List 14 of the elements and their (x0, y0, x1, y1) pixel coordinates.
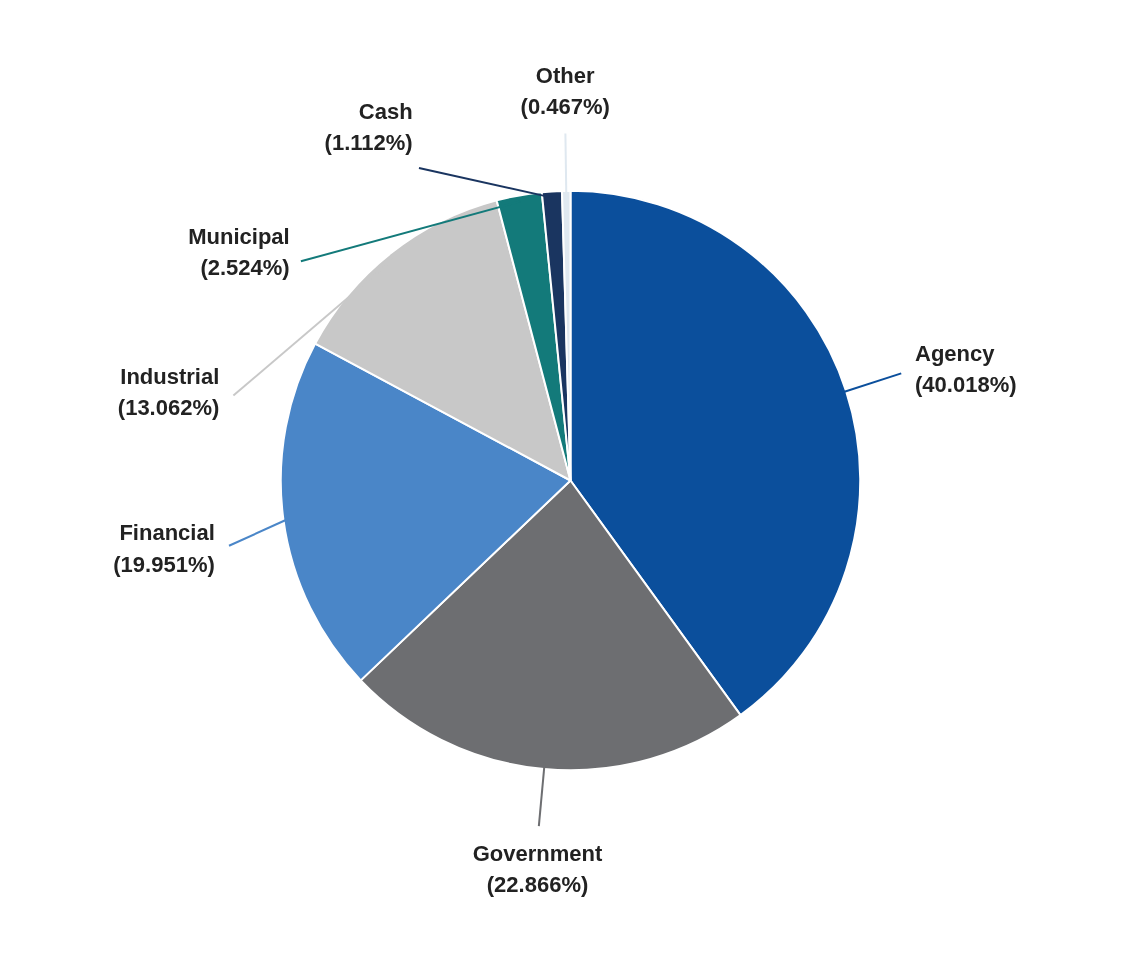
slice-label: Government (472, 840, 603, 866)
data-label: (2.524%) (200, 255, 290, 281)
slice-label: Agency (915, 340, 996, 366)
slice-label: Municipal (188, 224, 290, 250)
data-label: (1.112%) (324, 130, 413, 156)
data-label: (22.866%) (486, 871, 589, 897)
data-label: (19.951%) (113, 551, 215, 577)
data-label: (13.062%) (117, 395, 220, 421)
data-label: (0.467%) (520, 93, 610, 119)
slice-label: Industrial (120, 363, 220, 389)
slice-label: Cash (358, 98, 413, 124)
slice-label: Other (535, 62, 595, 88)
data-label: (40.018%) (915, 372, 1017, 398)
slice-label: Financial (119, 520, 215, 546)
